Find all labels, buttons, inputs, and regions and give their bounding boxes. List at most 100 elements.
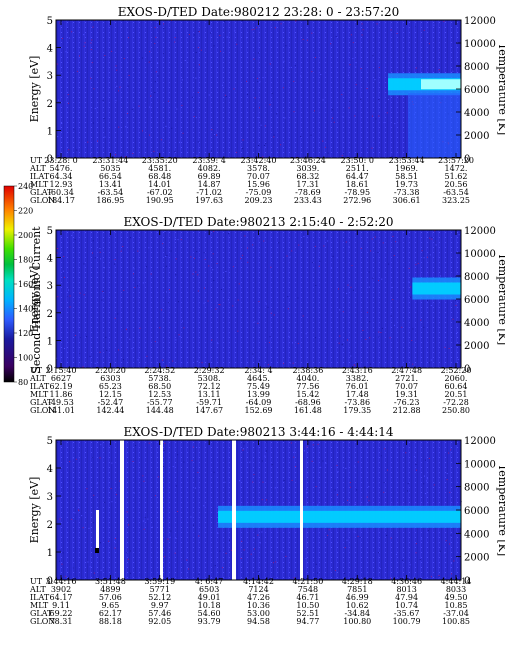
spectrogram-field bbox=[56, 230, 461, 368]
ephemeris-value: 323.25 bbox=[442, 196, 470, 205]
ephemeris-value: 46.99 bbox=[346, 593, 369, 602]
y-tick-label: 3 bbox=[47, 281, 53, 292]
ephemeris-row-label: MLT bbox=[30, 390, 49, 399]
ephemeris-row-label: UT bbox=[30, 577, 43, 586]
ephemeris-value: 93.79 bbox=[198, 617, 221, 626]
ephemeris-row-label: UT bbox=[30, 366, 43, 375]
ephemeris-value: 9.11 bbox=[52, 601, 70, 610]
ephemeris-value: 13.99 bbox=[247, 390, 270, 399]
data-gap bbox=[232, 440, 236, 580]
ephemeris-value: 94.58 bbox=[247, 617, 270, 626]
ephemeris-value: 4581. bbox=[148, 164, 171, 173]
y-tick-label: 5 bbox=[47, 226, 53, 237]
ephemeris-value: 23:31:44 bbox=[92, 156, 128, 165]
ephemeris-value: 69.22 bbox=[50, 609, 73, 618]
ephemeris-row-label: ALT bbox=[29, 374, 46, 383]
y2-axis-label: Temperature [K] bbox=[496, 464, 505, 556]
y-tick-label: 2 bbox=[47, 99, 53, 110]
y-tick-label: 3 bbox=[47, 71, 53, 82]
ephemeris-value: 179.35 bbox=[343, 406, 371, 415]
ephemeris-value: -37.04 bbox=[443, 609, 469, 618]
y-tick-label: 0 bbox=[47, 364, 53, 375]
ephemeris-value: 19.73 bbox=[395, 180, 418, 189]
ephemeris-value: 212.88 bbox=[393, 406, 421, 415]
ephemeris-value: 1969. bbox=[395, 164, 418, 173]
colorbar-tick-label: 180 bbox=[18, 256, 33, 265]
ephemeris-value: 184.17 bbox=[47, 196, 75, 205]
y-tick-label: 4 bbox=[47, 254, 53, 265]
ephemeris-value: -49.53 bbox=[48, 398, 74, 407]
ephemeris-row-label: GLON bbox=[30, 406, 55, 415]
ephemeris-value: -72.28 bbox=[443, 398, 469, 407]
ephemeris-value: 5476. bbox=[50, 164, 73, 173]
colorbar-strip bbox=[3, 185, 15, 383]
ephemeris-table: UT 23:28: 0 23:31:44 23:35:20 23:39: 4 23:42:… bbox=[29, 156, 474, 205]
ephemeris-row-label: MLT bbox=[30, 601, 49, 610]
ephemeris-value: 12.53 bbox=[148, 390, 171, 399]
ephemeris-value: 8033 bbox=[446, 585, 466, 594]
y2-axis-label: Temperature [K] bbox=[496, 43, 505, 135]
ephemeris-value: 142.44 bbox=[96, 406, 124, 415]
ephemeris-value: 23:42:40 bbox=[241, 156, 277, 165]
y-tick-label: 2 bbox=[47, 520, 53, 531]
ephemeris-value: 10.50 bbox=[296, 601, 319, 610]
ephemeris-value: 3:59:19 bbox=[144, 577, 175, 586]
ephemeris-value: 6503 bbox=[199, 585, 219, 594]
ephemeris-value: 250.80 bbox=[442, 406, 470, 415]
ephemeris-value: 64.17 bbox=[50, 593, 73, 602]
colorbar: 80 100 120 140 160 180 200 220 240 Second Harmon… bbox=[3, 182, 43, 387]
ephemeris-value: 9.97 bbox=[151, 601, 169, 610]
ephemeris-value: 4899 bbox=[100, 585, 120, 594]
ephemeris-value: 5308. bbox=[198, 374, 221, 383]
colorbar-tick-label: 80 bbox=[18, 378, 28, 387]
ephemeris-value: 75.49 bbox=[247, 382, 270, 391]
ephemeris-value: 100.85 bbox=[442, 617, 470, 626]
ephemeris-value: -75.09 bbox=[246, 188, 272, 197]
ephemeris-value: 52.12 bbox=[148, 593, 171, 602]
ephemeris-value: 4:29:18 bbox=[342, 577, 373, 586]
ephemeris-value: 57.06 bbox=[99, 593, 122, 602]
ephemeris-value: 4:14:42 bbox=[243, 577, 274, 586]
ephemeris-value: 23:46:24 bbox=[290, 156, 326, 165]
y2-tick-label: 12000 bbox=[464, 16, 496, 27]
y2-tick-label: 0 bbox=[464, 154, 470, 165]
ephemeris-value: 3:44:16 bbox=[46, 577, 77, 586]
ephemeris-table: UT 2:15:40 2:20:20 2:24:52 2:29:32 2:34: 4 2:3… bbox=[29, 366, 471, 415]
y-tick-label: 3 bbox=[47, 492, 53, 503]
ephemeris-value: 3039. bbox=[296, 164, 319, 173]
y-tick-label: 1 bbox=[47, 126, 53, 137]
ephemeris-value: 15.42 bbox=[296, 390, 319, 399]
ephemeris-value: 68.32 bbox=[296, 172, 319, 181]
y2-tick-label: 4000 bbox=[464, 108, 489, 119]
ephemeris-value: 6627 bbox=[51, 374, 71, 383]
ephemeris-value: 10.74 bbox=[395, 601, 418, 610]
data-marker bbox=[95, 548, 99, 553]
ephemeris-value: 1472. bbox=[445, 164, 468, 173]
ephemeris-value: 17.31 bbox=[296, 180, 319, 189]
y-tick-label: 2 bbox=[47, 309, 53, 320]
y2-tick-label: 8000 bbox=[464, 272, 489, 283]
ephemeris-value: 152.69 bbox=[245, 406, 273, 415]
ephemeris-value: 2:24:52 bbox=[144, 366, 175, 375]
ephemeris-value: 49.50 bbox=[445, 593, 468, 602]
y2-tick-label: 12000 bbox=[464, 226, 496, 237]
ephemeris-value: -63.54 bbox=[98, 188, 124, 197]
y-tick-label: 4 bbox=[47, 464, 53, 475]
y-tick-label: 4 bbox=[47, 44, 53, 55]
chart-panel-2: EXOS-D/TED Date:980213 2:15:40 - 2:52:20… bbox=[28, 215, 505, 415]
ephemeris-value: 4645. bbox=[247, 374, 270, 383]
ephemeris-value: 161.48 bbox=[294, 406, 322, 415]
ephemeris-value: 20.51 bbox=[445, 390, 468, 399]
ephemeris-value: 2:29:32 bbox=[194, 366, 225, 375]
y2-tick-label: 0 bbox=[464, 576, 470, 587]
y2-tick-label: 12000 bbox=[464, 436, 496, 447]
ephemeris-value: 68.48 bbox=[148, 172, 171, 181]
ephemeris-value: 190.95 bbox=[146, 196, 174, 205]
ephemeris-value: 4:44:14 bbox=[441, 577, 472, 586]
ephemeris-value: 62.19 bbox=[50, 382, 73, 391]
ephemeris-value: 233.43 bbox=[294, 196, 322, 205]
ephemeris-value: -35.67 bbox=[394, 609, 420, 618]
ephemeris-value: 77.56 bbox=[296, 382, 319, 391]
y-tick-label: 0 bbox=[47, 154, 53, 165]
ephemeris-row-label: GLON bbox=[30, 617, 55, 626]
